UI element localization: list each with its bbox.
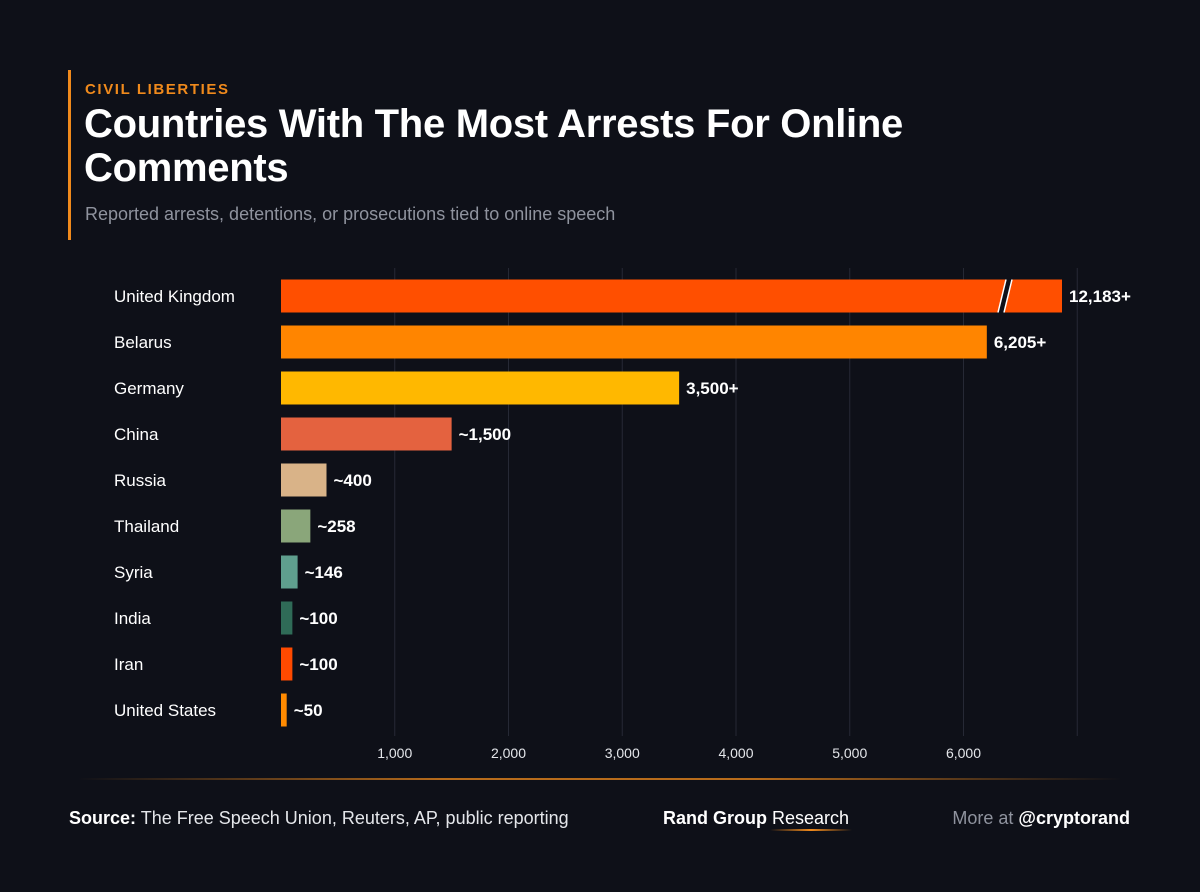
- data-label: ~400: [334, 471, 372, 490]
- bar: [281, 555, 298, 589]
- chart-header: CIVIL LIBERTIES Countries With The Most …: [68, 70, 968, 240]
- data-label: ~100: [299, 655, 337, 674]
- x-tick-label: 5,000: [832, 745, 867, 761]
- bar: [281, 693, 287, 727]
- category-label: Belarus: [114, 333, 172, 352]
- bar: [281, 601, 293, 635]
- category-label: Germany: [114, 379, 184, 398]
- brand-underline: [770, 829, 852, 831]
- data-label: ~50: [294, 701, 323, 720]
- category-label: Syria: [114, 563, 153, 582]
- source-text: The Free Speech Union, Reuters, AP, publ…: [140, 808, 569, 828]
- category-label: China: [114, 425, 159, 444]
- bar: [281, 279, 1062, 313]
- social-handle[interactable]: @cryptorand: [1018, 808, 1130, 828]
- category-label: United States: [114, 701, 216, 720]
- axis-break-gap: [998, 279, 1012, 313]
- data-label: ~1,500: [459, 425, 511, 444]
- x-tick-label: 2,000: [491, 745, 526, 761]
- data-label: 6,205+: [994, 333, 1047, 352]
- bar: [281, 463, 327, 497]
- chart-title: Countries With The Most Arrests For Onli…: [84, 102, 903, 190]
- data-label: ~258: [317, 517, 355, 536]
- footer-divider: [78, 778, 1122, 780]
- category-label: United Kingdom: [114, 287, 235, 306]
- x-tick-label: 6,000: [946, 745, 981, 761]
- x-tick-label: 1,000: [377, 745, 412, 761]
- brand-suffix: Research: [772, 808, 850, 828]
- brand-name: Rand Group: [663, 808, 767, 828]
- bar: [281, 371, 680, 405]
- bar-chart: 1,000 2,000 3,000 4,000 5,000 6,000 United Kin…: [114, 268, 1131, 761]
- data-label: ~100: [299, 609, 337, 628]
- bar: [281, 417, 452, 451]
- bar: [281, 509, 311, 543]
- category-label: Thailand: [114, 517, 179, 536]
- source-label: Source:: [69, 808, 137, 828]
- footer-brand: Rand Group Research: [663, 808, 849, 829]
- category-label: Russia: [114, 471, 167, 490]
- more-label: More at: [952, 808, 1014, 828]
- category-label: India: [114, 609, 151, 628]
- x-tick-label: 4,000: [718, 745, 753, 761]
- data-label: 3,500+: [686, 379, 739, 398]
- data-label: ~146: [305, 563, 343, 582]
- kicker-label: CIVIL LIBERTIES: [85, 81, 230, 98]
- bar: [281, 647, 293, 681]
- axis-break-mark: [997, 279, 1007, 313]
- x-tick-label: 3,000: [605, 745, 640, 761]
- footer-source: Source: The Free Speech Union, Reuters, …: [69, 808, 569, 829]
- chart-subtitle: Reported arrests, detentions, or prosecu…: [85, 204, 616, 224]
- axis-break-mark: [1003, 279, 1013, 313]
- footer-more[interactable]: More at @cryptorand: [952, 808, 1130, 829]
- data-label: 12,183+: [1069, 287, 1131, 306]
- category-label: Iran: [114, 655, 143, 674]
- bar: [281, 325, 987, 359]
